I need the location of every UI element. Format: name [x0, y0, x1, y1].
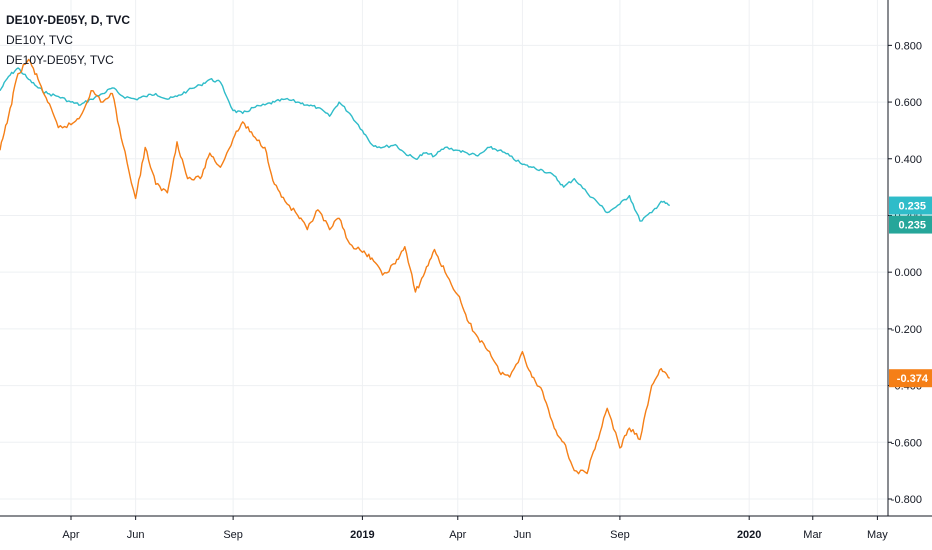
- x-tick-label: 2020: [737, 529, 761, 541]
- last-value-badge-de10y: 0.235: [898, 201, 926, 213]
- x-tick-label: May: [867, 529, 888, 541]
- x-tick-label: Jun: [127, 529, 145, 541]
- y-tick-label: 0.600: [894, 97, 922, 109]
- x-tick-label: Jun: [514, 529, 532, 541]
- y-tick-label: -0.800: [891, 494, 922, 506]
- x-tick-label: 2019: [350, 529, 374, 541]
- series-line-spread: [0, 58, 670, 475]
- x-tick-label: Sep: [223, 529, 243, 541]
- legend-main-symbol[interactable]: DE10Y-DE05Y, D, TVC: [6, 13, 131, 27]
- legend-series-de10y[interactable]: DE10Y, TVC: [6, 33, 73, 47]
- y-tick-label: 0.400: [894, 154, 922, 166]
- last-value-badges: 0.235 0.235 -0.374: [889, 196, 932, 388]
- last-value-badge-spread-bg: [889, 369, 932, 388]
- series-line-de10y: [0, 67, 671, 222]
- price-axis[interactable]: 0.8000.6000.4000.2000.000-0.200-0.400-0.…: [888, 40, 922, 506]
- series-lines: [0, 58, 671, 475]
- x-tick-label: Mar: [803, 529, 822, 541]
- last-value-badge-de10y-bg: [889, 196, 932, 215]
- last-value-badge-spread: -0.374: [897, 373, 929, 385]
- chart-legend: DE10Y-DE05Y, D, TVC DE10Y, TVC DE10Y-DE0…: [6, 10, 130, 70]
- x-tick-label: Sep: [610, 529, 630, 541]
- y-tick-label: -0.600: [891, 437, 922, 449]
- time-axis[interactable]: Apr Jun Sep 2019 Apr Jun Sep 2020 Mar May: [62, 516, 888, 541]
- y-tick-label: -0.200: [891, 324, 922, 336]
- y-tick-label: 0.800: [894, 40, 922, 52]
- x-tick-label: Apr: [62, 529, 79, 541]
- grid: [0, 0, 888, 516]
- legend-series-spread[interactable]: DE10Y-DE05Y, TVC: [6, 53, 114, 67]
- last-value-badge-de10y-2-bg: [889, 215, 932, 234]
- x-tick-label: Apr: [449, 529, 466, 541]
- y-tick-label: 0.000: [894, 267, 922, 279]
- last-value-badge-de10y-2: 0.235: [898, 220, 926, 232]
